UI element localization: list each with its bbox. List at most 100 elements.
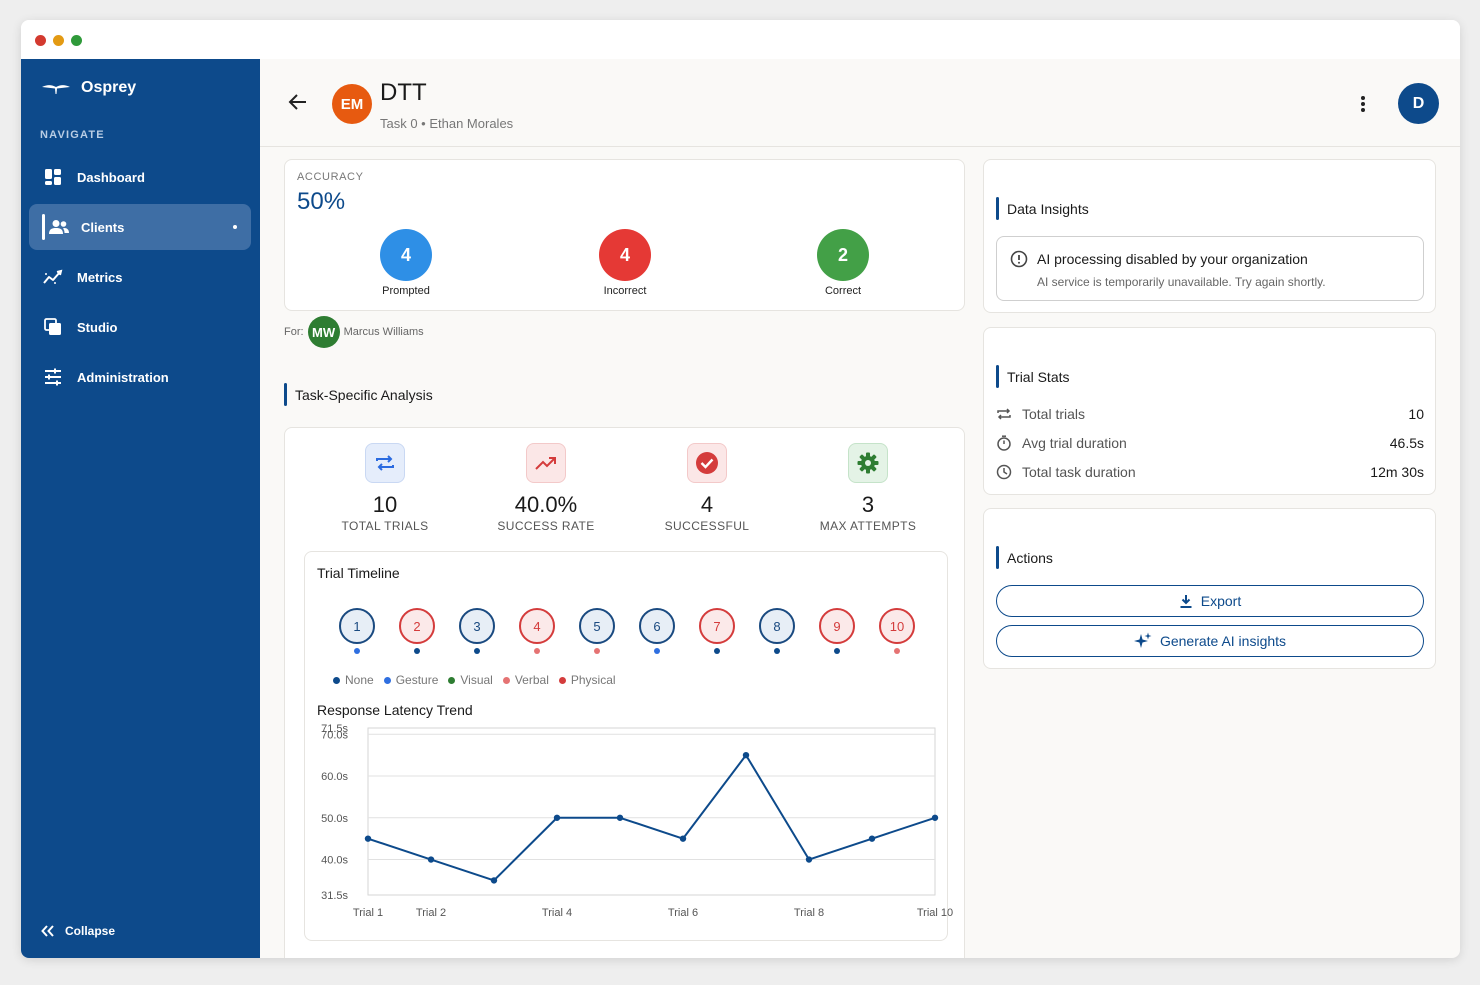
trending-up-icon [526,443,566,483]
data-point [364,835,372,842]
close-window-button[interactable] [35,35,46,46]
incorrect-label: Incorrect [603,285,647,297]
stat-value: 12m 30s [1370,464,1424,480]
legend-swatch [448,676,456,684]
legend-item: Visual [448,673,493,687]
stat-row-total-duration: Total task duration 12m 30s [996,462,1424,482]
metric-value: 3 [861,492,875,517]
download-icon [1180,595,1192,608]
therapist-name[interactable]: Marcus Williams [343,326,424,338]
brand-name: Osprey [81,79,137,96]
administration-icon [43,367,63,387]
trial-8-marker[interactable]: 8 [759,608,795,644]
data-point [679,835,687,842]
stat-value: 46.5s [1389,435,1424,451]
section-title-text: Data Insights [1007,200,1089,217]
trial-3-marker[interactable]: 3 [459,608,495,644]
legend-item: None [333,673,374,687]
x-tick-label: Trial 10 [917,907,953,919]
metric-label: SUCCESS RATE [497,519,595,533]
prompt-legend: None Gesture Visual Verbal Physical [333,673,616,687]
metric-label: MAX ATTEMPTS [819,519,917,533]
stat-label: Total trials [1022,406,1086,422]
trial-4-marker[interactable]: 4 [519,608,555,644]
sidebar-item-studio[interactable]: Studio [29,304,251,350]
y-tick-label: 60.0s [321,771,348,783]
task-analysis-heading: Task-Specific Analysis [284,383,433,406]
trial-5-marker[interactable]: 5 [579,608,615,644]
generate-ai-insights-button[interactable]: Generate AI insights [996,625,1424,657]
active-dot [233,225,237,229]
studio-icon [43,317,63,337]
incorrect-count: 4 [599,229,651,281]
trial-3-prompt-dot [474,648,480,654]
metric-value: 40.0% [514,492,578,517]
sidebar-item-label: Metrics [77,269,123,285]
data-insights-card: Data Insights AI processing disabled by … [983,159,1436,313]
collapse-button[interactable]: Collapse [41,924,115,938]
trial-stats-heading: Trial Stats [996,365,1070,388]
double-chevron-left-icon [41,925,54,937]
correct-label: Correct [824,285,862,297]
actions-card: Actions Export Generate AI insights [983,508,1436,669]
alert-title: AI processing disabled by your organizat… [1037,251,1308,267]
section-accent [996,365,999,388]
stat-row-total-trials: Total trials 10 [996,404,1424,424]
page-subtitle: Task 0 • Ethan Morales [380,116,514,131]
export-button[interactable]: Export [996,585,1424,617]
section-title-text: Task-Specific Analysis [295,386,433,403]
back-button[interactable] [288,93,308,116]
for-label: For: [284,326,304,338]
sidebar-item-label: Clients [81,219,125,235]
trial-9-marker[interactable]: 9 [819,608,855,644]
section-title-text: Actions [1007,549,1053,566]
prompted-count: 4 [380,229,432,281]
x-tick-label: Trial 4 [542,907,572,919]
y-tick-label: 40.0s [321,855,348,867]
trial-1-marker[interactable]: 1 [339,608,375,644]
plot-area [367,727,936,896]
brand[interactable]: Osprey [41,79,136,97]
legend-swatch [558,676,566,684]
section-accent [284,383,287,406]
legend-swatch [333,676,340,684]
trial-7-marker[interactable]: 7 [699,608,735,644]
more-menu-button[interactable] [1360,95,1366,118]
stat-label: Total task duration [1022,464,1136,480]
app-window: Osprey NAVIGATE Dashboard Clients Metric… [21,20,1460,958]
user-avatar-button[interactable]: D [1398,83,1439,124]
sparkle-icon [1133,632,1152,648]
trial-2-marker[interactable]: 2 [399,608,435,644]
trial-7-prompt-dot [714,648,720,654]
generate-ai-label: Generate AI insights [1159,633,1287,649]
trial-10-marker[interactable]: 10 [879,608,915,644]
metric-max-attempts: 3 MAX ATTEMPTS [798,443,938,533]
y-tick-label: 71.5s [321,723,348,735]
metric-total-trials: 10 TOTAL TRIALS [315,443,455,533]
osprey-logo-icon [42,85,70,94]
check-circle-icon [687,443,727,483]
repeat-icon [996,407,1012,421]
data-point [490,877,498,884]
sidebar-item-metrics[interactable]: Metrics [29,254,251,300]
trial-6-marker[interactable]: 6 [639,608,675,644]
accuracy-label: ACCURACY [297,171,364,183]
section-accent [996,546,999,569]
trial-10-prompt-dot [894,648,900,654]
y-tick-label: 70.0s [321,729,348,741]
actions-heading: Actions [996,546,1053,569]
legend-swatch [502,676,510,684]
sidebar-item-dashboard[interactable]: Dashboard [29,154,251,200]
sidebar-item-administration[interactable]: Administration [29,354,251,400]
trial-2-prompt-dot [414,648,420,654]
legend-item: Verbal [502,673,549,687]
collapse-label: Collapse [65,924,116,938]
minimize-window-button[interactable] [53,35,64,46]
sidebar-item-clients[interactable]: Clients [29,204,251,250]
legend-item: Gesture [383,673,438,687]
maximize-window-button[interactable] [71,35,82,46]
x-tick-label: Trial 2 [416,907,446,919]
data-point [742,751,750,759]
nav-heading: NAVIGATE [40,129,105,141]
chart-title: Response Latency Trend [317,702,473,718]
